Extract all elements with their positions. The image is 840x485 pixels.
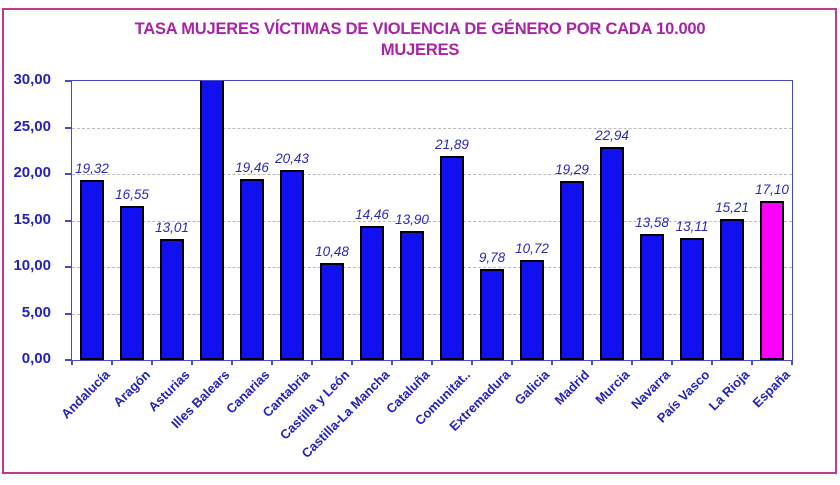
bar-castilla-y-le-n — [320, 263, 344, 360]
bar-value-label: 14,46 — [355, 207, 389, 222]
y-axis-tick — [65, 312, 71, 315]
y-axis-tick-label: 0,00 — [21, 350, 51, 367]
category-slot-cantabria: 20,43 Cantabria — [260, 81, 313, 420]
bar-galicia — [520, 260, 544, 360]
x-axis-tick — [551, 360, 553, 365]
y-axis-tick-label: 30,00 — [13, 71, 51, 88]
category-slot-arag-n: 16,55 Aragón — [110, 81, 153, 410]
x-axis-tick — [591, 360, 593, 365]
category-slot-illes-balears: Illes Balears — [168, 81, 233, 431]
gridline — [72, 267, 792, 268]
bar-value-label: 10,48 — [315, 244, 349, 259]
y-axis-tick-label: 5,00 — [21, 303, 51, 321]
y-axis-tick-label: 20,00 — [13, 164, 51, 181]
category-slot-navarra: 13,58 Navarra — [628, 81, 673, 412]
x-axis-tick — [511, 360, 513, 365]
bar-value-label: 20,43 — [275, 151, 309, 166]
category-slot-andaluc-a: 19,32 Andalucía — [58, 81, 113, 422]
y-axis-tick — [65, 359, 71, 361]
y-axis-tick-label: 15,00 — [13, 210, 51, 228]
bar-murcia — [600, 147, 624, 360]
bar-navarra — [640, 234, 664, 360]
bar-espa-a — [760, 201, 784, 360]
bar-value-label: 16,55 — [115, 187, 149, 202]
bar-value-label: 10,72 — [515, 241, 549, 256]
y-axis-tick-label: 25,00 — [13, 117, 51, 135]
gridline — [72, 174, 792, 175]
bar-la-rioja — [720, 219, 744, 360]
bar-arag-n — [120, 206, 144, 360]
bar-madrid — [560, 181, 584, 360]
bar-value-label: 21,89 — [435, 137, 469, 152]
x-axis-tick — [471, 360, 473, 365]
bar-value-label: 19,46 — [235, 160, 269, 175]
plot-area: 19,32 Andalucía 16,55 Aragón 13,01 Asturias Il… — [58, 80, 793, 461]
chart-title: TASA MUJERES VÍCTIMAS DE VIOLENCIA DE GÉ… — [134, 20, 706, 59]
category-slot-castilla-y-le-n: 10,48 Castilla y León — [277, 81, 352, 442]
y-axis-tick — [65, 266, 71, 268]
gridline — [72, 127, 792, 129]
bar-value-label: 15,21 — [715, 200, 749, 215]
x-axis-tick — [151, 360, 153, 365]
y-axis-tick — [65, 80, 71, 82]
bar-pa-s-vasco — [680, 238, 704, 360]
x-axis-tick — [271, 360, 273, 365]
y-axis-labels: 30,00 25,00 20,00 15,00 10,00 5,00 0,00 — [0, 71, 62, 367]
bar-series: 19,32 Andalucía 16,55 Aragón 13,01 Asturias Il… — [58, 81, 793, 461]
bar-value-label: 13,90 — [395, 212, 429, 227]
x-axis-tick — [231, 360, 233, 365]
category-slot-catalu-a: 13,90 Cataluña — [383, 81, 432, 416]
x-axis-tick — [351, 360, 353, 365]
bar-andaluc-a — [80, 180, 104, 360]
bar-value-label: 13,01 — [155, 220, 189, 235]
gridline — [72, 313, 792, 315]
bar-cantabria — [280, 170, 304, 360]
x-axis-tick — [791, 360, 793, 365]
x-axis-tick — [71, 360, 73, 365]
bar-value-label: 19,29 — [555, 162, 589, 177]
bar-value-label: 22,94 — [595, 128, 629, 143]
bar-extremadura — [480, 269, 504, 360]
bar-value-label: 13,58 — [635, 215, 669, 230]
x-axis-tick — [391, 360, 393, 365]
category-slot-madrid: 19,29 Madrid — [552, 81, 593, 408]
bar-value-label: 19,32 — [75, 161, 109, 176]
x-axis-tick — [671, 360, 673, 365]
category-slot-extremadura: 9,78 Extremadura — [446, 81, 513, 434]
category-slot-la-rioja: 15,21 La Rioja — [706, 81, 752, 413]
y-axis-tick-label: 10,00 — [13, 257, 51, 274]
category-slot-galicia: 10,72 Galicia — [512, 81, 553, 408]
x-axis-tick — [191, 360, 193, 365]
gridline — [72, 220, 792, 222]
bar-canarias — [240, 179, 264, 360]
x-axis-tick — [111, 360, 113, 365]
bar-asturias — [160, 239, 184, 360]
category-slot-castilla-la-mancha: 14,46 Castilla-La Mancha — [299, 81, 393, 461]
bar-value-label: 17,10 — [755, 182, 789, 197]
x-axis-tick — [431, 360, 433, 365]
category-slot-pa-s-vasco: 13,11 País Vasco — [654, 81, 713, 426]
bar-value-label: 9,78 — [478, 250, 506, 265]
bar-castilla-la-mancha — [360, 226, 384, 360]
category-slot-asturias: 13,01 Asturias — [145, 81, 192, 414]
x-axis-tick — [751, 360, 753, 365]
x-axis-tick — [631, 360, 633, 365]
category-slot-canarias: 19,46 Canarias — [223, 81, 272, 416]
bar-catalu-a — [400, 231, 424, 360]
y-axis-tick — [65, 219, 71, 222]
category-slot-comunitat-: 21,89 Comunitat.. — [411, 81, 472, 428]
bar-comunitat- — [440, 156, 464, 360]
x-axis-tick — [711, 360, 713, 365]
y-axis-tick — [65, 173, 71, 175]
bar-illes-balears — [200, 81, 224, 360]
category-slot-murcia: 22,94 Murcia — [592, 81, 632, 407]
category-slot-espa-a: 17,10 España — [749, 81, 792, 410]
x-axis-tick — [311, 360, 313, 365]
bar-value-label: 13,11 — [675, 219, 709, 234]
y-axis-tick — [65, 126, 71, 129]
